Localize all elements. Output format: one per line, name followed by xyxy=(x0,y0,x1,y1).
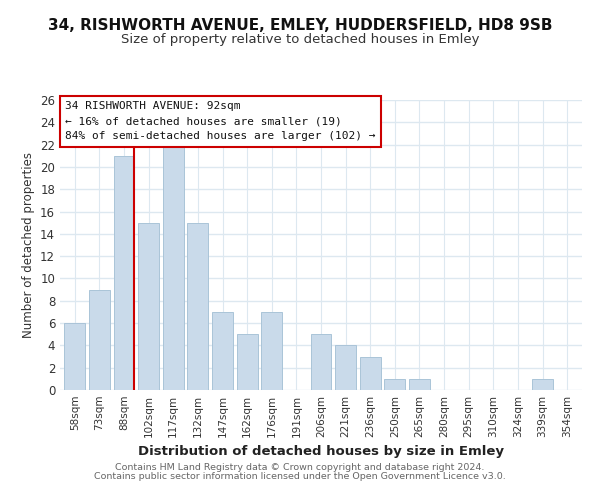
Bar xyxy=(187,222,208,390)
Bar xyxy=(64,323,85,390)
Bar xyxy=(236,334,257,390)
Bar xyxy=(360,356,381,390)
Text: 34, RISHWORTH AVENUE, EMLEY, HUDDERSFIELD, HD8 9SB: 34, RISHWORTH AVENUE, EMLEY, HUDDERSFIEL… xyxy=(48,18,552,32)
Text: Contains public sector information licensed under the Open Government Licence v3: Contains public sector information licen… xyxy=(94,472,506,481)
Bar xyxy=(261,312,282,390)
Bar xyxy=(113,156,134,390)
Bar xyxy=(138,222,159,390)
Y-axis label: Number of detached properties: Number of detached properties xyxy=(22,152,35,338)
Bar xyxy=(311,334,331,390)
Bar xyxy=(335,346,356,390)
Bar xyxy=(212,312,233,390)
X-axis label: Distribution of detached houses by size in Emley: Distribution of detached houses by size … xyxy=(138,446,504,458)
Bar xyxy=(532,379,553,390)
Bar xyxy=(385,379,406,390)
Bar xyxy=(89,290,110,390)
Text: 34 RISHWORTH AVENUE: 92sqm
← 16% of detached houses are smaller (19)
84% of semi: 34 RISHWORTH AVENUE: 92sqm ← 16% of deta… xyxy=(65,102,376,141)
Bar xyxy=(409,379,430,390)
Text: Contains HM Land Registry data © Crown copyright and database right 2024.: Contains HM Land Registry data © Crown c… xyxy=(115,464,485,472)
Text: Size of property relative to detached houses in Emley: Size of property relative to detached ho… xyxy=(121,32,479,46)
Bar xyxy=(163,144,184,390)
